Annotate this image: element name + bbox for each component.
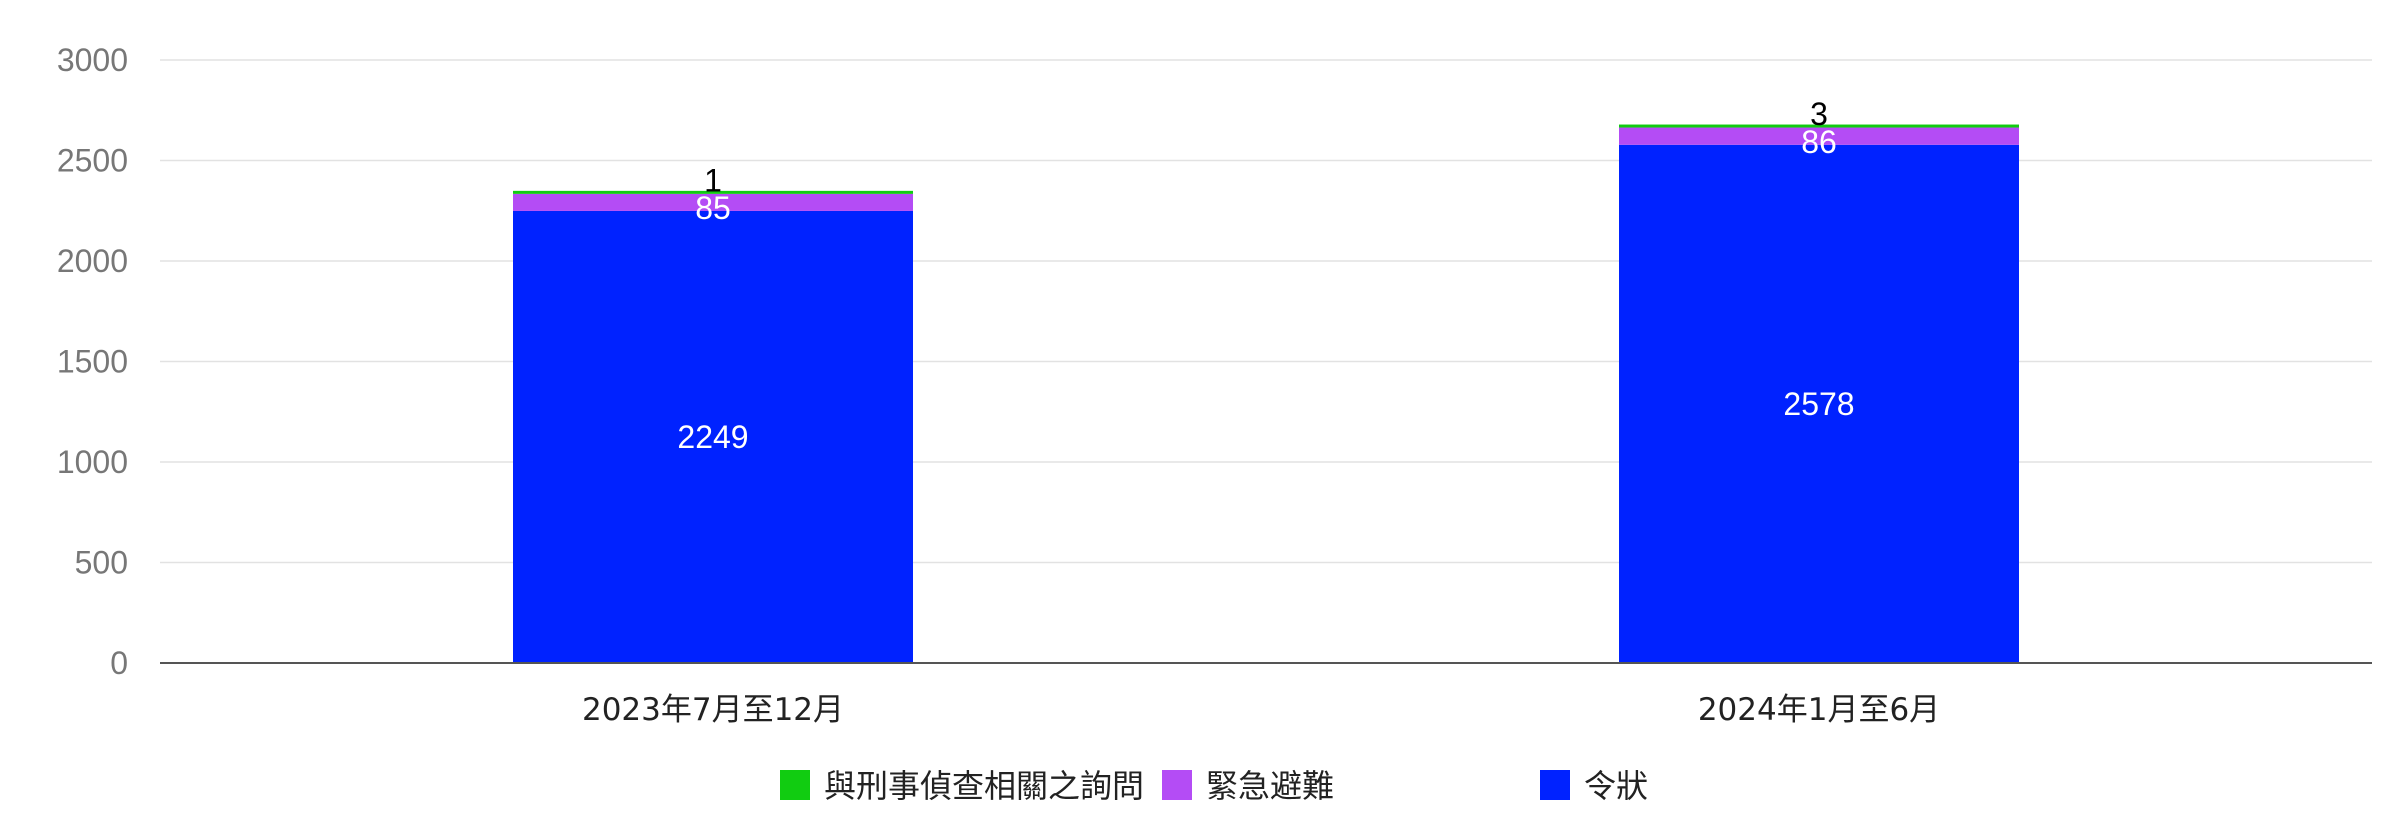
y-tick-label: 500: [75, 545, 128, 581]
x-axis: 2023年7月至12月 2024年1月至6月: [160, 662, 2372, 728]
bar-segment: [513, 190, 913, 194]
data-label: 3: [1810, 96, 1828, 132]
y-tick-label: 2500: [57, 143, 128, 179]
legend-label: 緊急避難: [1206, 767, 1334, 805]
y-tick-label: 0: [110, 645, 128, 681]
data-label: 2578: [1783, 386, 1854, 422]
data-labels: 2249 851 2578 863: [677, 96, 1854, 455]
x-tick-label: 2024年1月至6月: [1698, 692, 1940, 728]
y-tick-label: 3000: [57, 42, 128, 78]
bars: [513, 124, 2019, 664]
bar-segment: [513, 210, 913, 664]
data-label: 1: [704, 163, 722, 199]
bar-segment: [1619, 144, 2019, 663]
y-tick-label: 1500: [57, 344, 128, 380]
y-axis: 0 500 1000 1500 2000 2500 3000: [57, 42, 128, 681]
y-tick-label: 2000: [57, 243, 128, 279]
data-label: 86: [1801, 124, 1837, 160]
legend-label: 令狀: [1584, 767, 1648, 805]
y-tick-label: 1000: [57, 444, 128, 480]
legend-swatch: [780, 770, 810, 800]
bar-segment: [513, 193, 913, 211]
gridlines: [160, 59, 2372, 564]
legend-label: 與刑事偵查相關之詢問: [824, 767, 1144, 805]
bar-segment: [1619, 127, 2019, 145]
legend-swatch: [1162, 770, 1192, 800]
data-label: 85: [695, 190, 731, 226]
bar-segment: [1619, 124, 2019, 128]
legend-swatch: [1540, 770, 1570, 800]
x-tick-label: 2023年7月至12月: [582, 692, 844, 728]
data-label: 2249: [677, 419, 748, 455]
legend: 與刑事偵查相關之詢問 緊急避難 令狀: [780, 767, 1648, 805]
